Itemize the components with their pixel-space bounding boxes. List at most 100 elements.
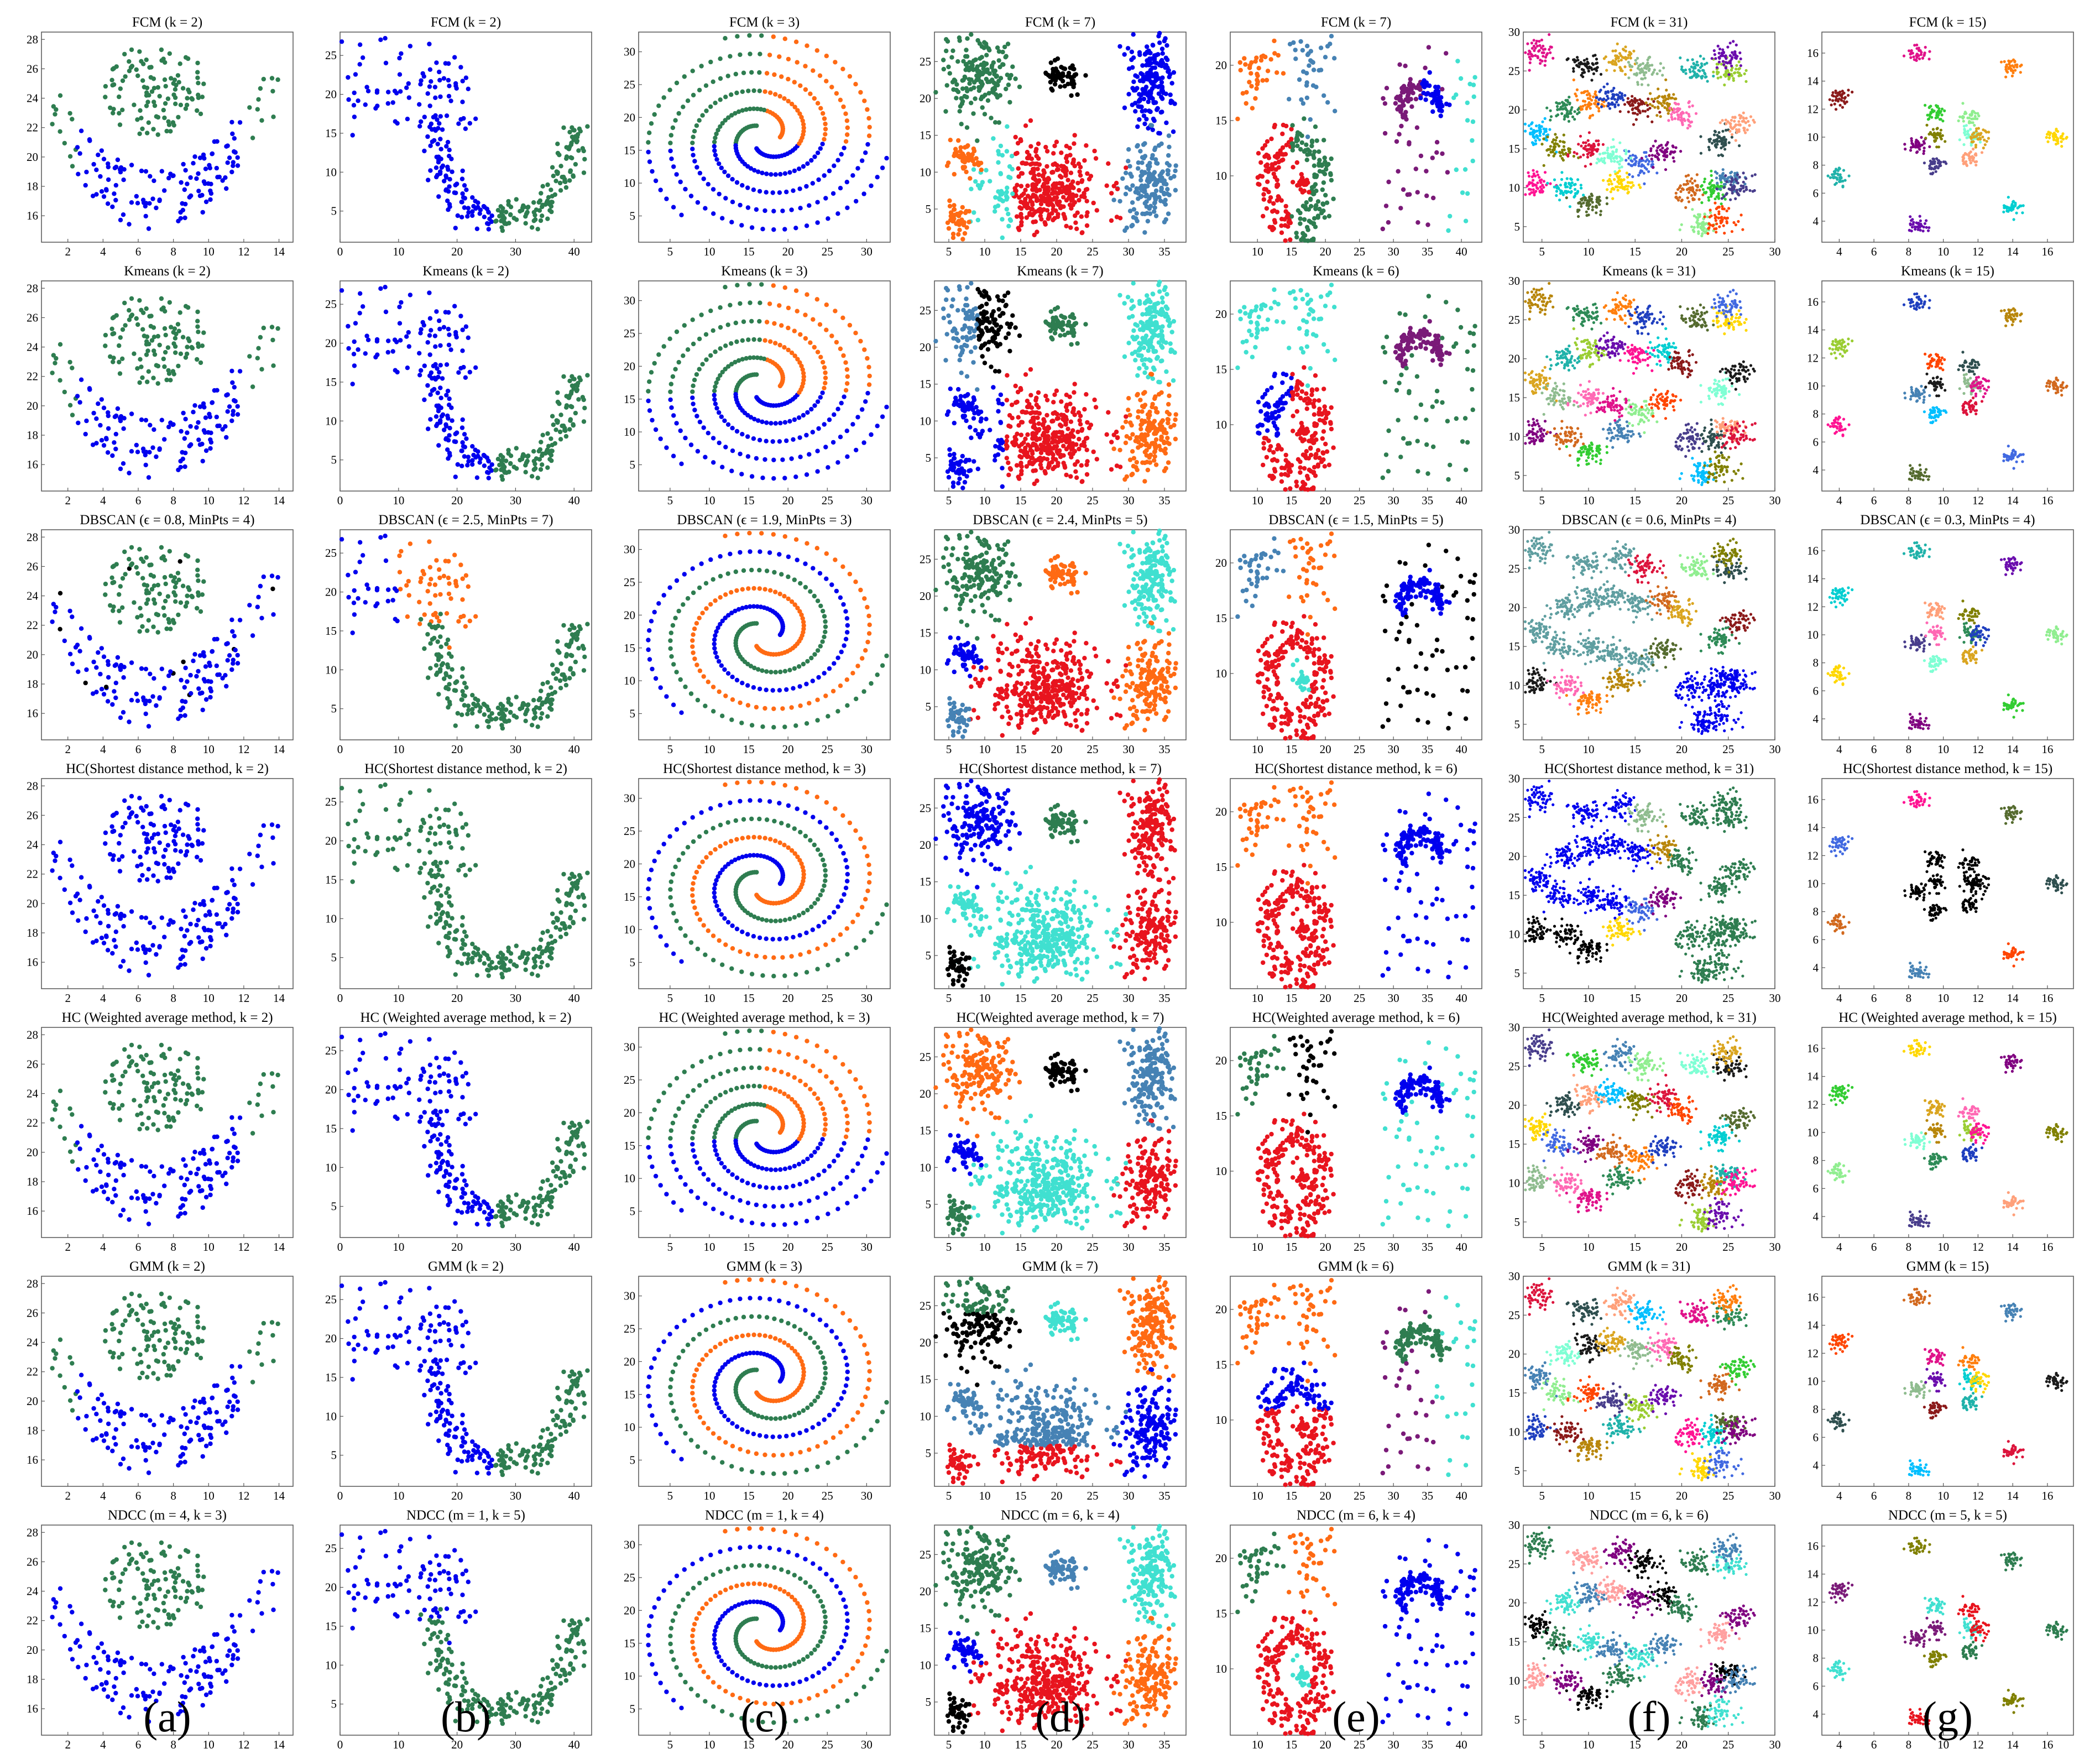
data-point: [353, 72, 358, 76]
data-point: [1053, 82, 1057, 86]
data-point: [1130, 103, 1135, 107]
data-point: [1152, 148, 1157, 152]
data-point: [798, 206, 802, 210]
data-point: [1304, 143, 1308, 147]
y-tick-label: 10: [1215, 169, 1227, 182]
data-point: [120, 108, 124, 112]
data-point: [1145, 44, 1149, 49]
data-point: [949, 55, 954, 60]
data-point: [532, 213, 537, 217]
x-tick-label: 15: [1629, 245, 1641, 258]
y-tick-label: 24: [27, 92, 39, 105]
data-point: [1434, 150, 1439, 155]
data-point: [1126, 92, 1131, 96]
data-point: [208, 197, 212, 202]
data-point: [734, 91, 739, 95]
data-point: [499, 225, 504, 229]
x-tick-label: 10: [203, 245, 215, 258]
data-point: [1544, 64, 1547, 67]
data-point: [1419, 154, 1423, 158]
y-tick-label: 5: [926, 202, 932, 216]
data-point: [1129, 224, 1133, 228]
data-point: [647, 159, 652, 164]
data-point: [1041, 196, 1045, 201]
data-point: [1260, 146, 1265, 150]
data-point: [839, 152, 844, 156]
data-point: [1440, 152, 1444, 156]
data-point: [1166, 153, 1171, 158]
panel-r1-c2: FCM (k = 2)0 10 20 30 40510152025: [325, 15, 592, 258]
data-point: [210, 152, 215, 156]
panel-title: FCM (k = 7): [1025, 15, 1095, 30]
data-point: [1573, 118, 1576, 121]
data-point: [1017, 228, 1021, 232]
data-point: [1277, 165, 1281, 170]
data-point: [1037, 173, 1041, 177]
data-point: [435, 117, 439, 122]
data-point: [1131, 32, 1136, 36]
data-point: [1408, 77, 1413, 81]
data-point: [762, 208, 767, 213]
data-point: [168, 51, 172, 56]
data-point: [139, 59, 143, 64]
data-point: [1427, 45, 1431, 49]
data-point: [470, 213, 474, 218]
data-point: [525, 205, 530, 210]
data-point: [969, 77, 973, 82]
data-point: [425, 134, 430, 139]
data-point: [1268, 195, 1273, 200]
data-point: [1279, 231, 1284, 235]
data-point: [465, 214, 469, 218]
x-tick-label: 30: [861, 245, 873, 258]
y-tick-label: 15: [325, 127, 337, 140]
data-point: [708, 60, 713, 64]
data-point: [963, 94, 967, 98]
data-point: [444, 144, 448, 148]
data-point: [1129, 58, 1133, 62]
data-point: [772, 72, 776, 77]
data-point: [230, 132, 234, 136]
data-point: [449, 156, 453, 161]
data-point: [952, 203, 956, 207]
data-point: [195, 76, 200, 80]
data-point: [140, 79, 145, 83]
data-point: [1006, 41, 1010, 46]
data-point: [256, 97, 260, 102]
data-point: [1155, 73, 1159, 77]
data-point: [183, 168, 187, 173]
data-point: [1078, 165, 1083, 169]
data-point: [1126, 46, 1130, 50]
data-point: [576, 132, 580, 137]
data-point: [1263, 55, 1267, 59]
data-point: [428, 103, 432, 108]
data-point: [973, 58, 978, 62]
data-point: [1122, 228, 1127, 233]
y-tick-label: 10: [325, 165, 337, 179]
data-point: [1261, 192, 1266, 196]
data-point: [1249, 84, 1253, 88]
data-point: [822, 137, 826, 142]
data-point: [726, 74, 730, 78]
data-point: [1046, 216, 1051, 221]
data-point: [456, 213, 460, 218]
data-point: [955, 59, 960, 64]
data-point: [1010, 65, 1015, 69]
data-point: [949, 210, 953, 215]
data-point: [1407, 140, 1411, 145]
data-point: [208, 166, 212, 170]
data-point: [1247, 63, 1252, 67]
data-point: [1150, 192, 1154, 197]
data-point: [1064, 169, 1069, 173]
data-point: [1026, 205, 1031, 210]
data-point: [747, 33, 751, 38]
data-point: [1130, 65, 1135, 70]
data-point: [1084, 213, 1089, 218]
data-point: [1321, 93, 1326, 98]
data-point: [171, 81, 176, 86]
data-point: [1258, 160, 1263, 165]
data-point: [366, 89, 370, 93]
data-point: [1148, 211, 1152, 216]
data-point: [1264, 187, 1268, 192]
data-point: [100, 189, 104, 194]
data-point: [62, 141, 67, 145]
